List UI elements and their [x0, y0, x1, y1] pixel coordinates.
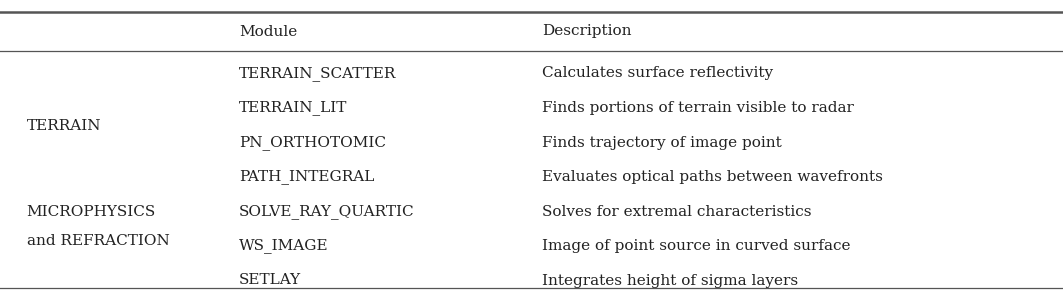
Text: PN_ORTHOTOMIC: PN_ORTHOTOMIC: [239, 135, 386, 150]
Text: and REFRACTION: and REFRACTION: [27, 234, 169, 248]
Text: Integrates height of sigma layers: Integrates height of sigma layers: [542, 274, 798, 287]
Text: Image of point source in curved surface: Image of point source in curved surface: [542, 239, 850, 253]
Text: Evaluates optical paths between wavefronts: Evaluates optical paths between wavefron…: [542, 170, 883, 184]
Text: MICROPHYSICS: MICROPHYSICS: [27, 205, 156, 219]
Text: PATH_INTEGRAL: PATH_INTEGRAL: [239, 169, 374, 184]
Text: Calculates surface reflectivity: Calculates surface reflectivity: [542, 67, 773, 80]
Text: TERRAIN_SCATTER: TERRAIN_SCATTER: [239, 66, 396, 81]
Text: Module: Module: [239, 25, 298, 38]
Text: WS_IMAGE: WS_IMAGE: [239, 238, 328, 253]
Text: SETLAY: SETLAY: [239, 274, 301, 287]
Text: SOLVE_RAY_QUARTIC: SOLVE_RAY_QUARTIC: [239, 204, 415, 219]
Text: Finds portions of terrain visible to radar: Finds portions of terrain visible to rad…: [542, 101, 854, 115]
Text: TERRAIN: TERRAIN: [27, 119, 101, 133]
Text: Finds trajectory of image point: Finds trajectory of image point: [542, 136, 782, 149]
Text: Solves for extremal characteristics: Solves for extremal characteristics: [542, 205, 812, 218]
Text: TERRAIN_LIT: TERRAIN_LIT: [239, 100, 348, 116]
Text: Description: Description: [542, 25, 631, 38]
